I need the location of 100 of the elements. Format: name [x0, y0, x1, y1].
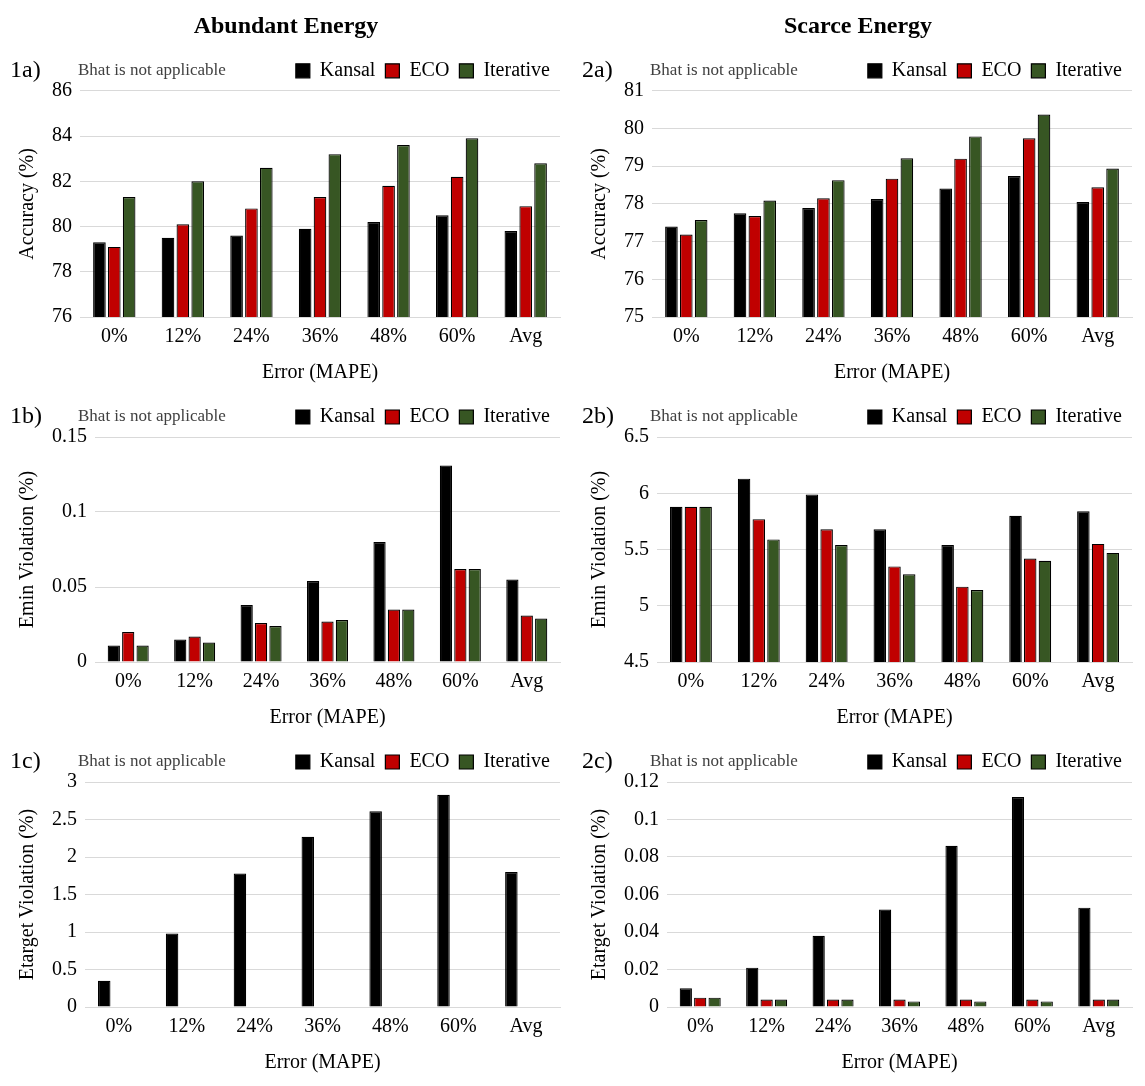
- text: Bhat is not applicable: [650, 406, 798, 426]
- x-tick-label: 60%: [438, 324, 476, 347]
- legend-label: ECO: [981, 58, 1022, 81]
- y-tick-label: 0.05: [52, 574, 87, 597]
- y-tick-label: 75: [624, 304, 644, 327]
- legend-label: Iterative: [483, 58, 551, 81]
- x-tick-label: 48%: [944, 669, 981, 692]
- x-tick-label: 48%: [947, 1014, 985, 1037]
- y-tick-label: 6.5: [624, 424, 649, 447]
- x-tick-label: 12%: [176, 669, 213, 692]
- legend-label: Kansal: [319, 404, 376, 427]
- x-tick-label: 0%: [105, 1014, 133, 1037]
- y-tick-label: 81: [624, 78, 644, 101]
- y-tick-label: 1.5: [52, 881, 77, 904]
- legend-label: Iterative: [483, 749, 551, 772]
- x-tick-label: Avg: [1081, 669, 1115, 693]
- y-tick-label: 86: [52, 78, 72, 101]
- x-tick-label: Avg: [1081, 324, 1115, 348]
- x-axis-title: Error (MAPE): [841, 1050, 958, 1074]
- x-tick-label: 0%: [686, 1014, 714, 1037]
- y-axis-title: Etarget Violation (%): [15, 808, 39, 981]
- x-tick-label: 48%: [375, 669, 413, 692]
- legend-label: Kansal: [891, 749, 948, 772]
- x-tick-label: 0%: [114, 669, 142, 692]
- legend-label: Iterative: [1055, 58, 1123, 81]
- y-axis-title: Emin Violation (%): [15, 470, 39, 629]
- y-tick-label: 0.08: [624, 844, 659, 867]
- y-tick-label: 80: [624, 115, 644, 138]
- text: 2a): [582, 56, 613, 83]
- text: Bhat is not applicable: [78, 751, 226, 771]
- x-tick-label: 36%: [304, 1014, 341, 1037]
- y-tick-label: 0.12: [624, 769, 659, 792]
- y-tick-label: 0.15: [52, 424, 87, 447]
- y-tick-label: 76: [52, 304, 72, 327]
- y-axis-title: Emin Violation (%): [587, 470, 611, 629]
- text: Bhat is not applicable: [78, 60, 226, 80]
- text: 2c): [582, 747, 613, 774]
- y-tick-label: 0.04: [624, 919, 659, 942]
- x-tick-label: 60%: [442, 669, 479, 692]
- x-axis-title: Error (MAPE): [836, 705, 953, 729]
- legend-label: Kansal: [319, 749, 376, 772]
- x-tick-label: Avg: [510, 669, 544, 693]
- y-tick-label: 5: [639, 593, 649, 615]
- text: Bhat is not applicable: [650, 751, 798, 771]
- legend-label: ECO: [409, 58, 450, 81]
- y-tick-label: 3: [67, 769, 77, 792]
- x-tick-label: Avg: [1082, 1014, 1116, 1038]
- x-tick-label: 12%: [164, 324, 202, 347]
- x-axis-title: Error (MAPE): [261, 360, 379, 384]
- x-axis-title: Error (MAPE): [264, 1050, 381, 1074]
- x-tick-label: 60%: [1010, 324, 1048, 347]
- legend-label: Iterative: [1055, 404, 1123, 427]
- legend-label: Kansal: [891, 404, 948, 427]
- y-tick-label: 0.06: [624, 881, 659, 904]
- y-tick-label: 0.02: [624, 956, 659, 979]
- text: 1a): [10, 56, 41, 83]
- x-tick-label: 12%: [736, 324, 774, 347]
- x-axis-title: Error (MAPE): [269, 705, 386, 729]
- x-tick-label: Avg: [509, 1014, 543, 1038]
- x-tick-label: 24%: [233, 324, 270, 347]
- x-tick-label: 36%: [309, 669, 346, 692]
- y-tick-label: 0: [67, 994, 77, 1017]
- x-tick-label: 24%: [242, 669, 280, 692]
- legend-label: Iterative: [1055, 749, 1123, 772]
- y-tick-label: 0: [649, 994, 659, 1017]
- text: 1b): [10, 402, 42, 429]
- y-tick-label: 2: [67, 844, 77, 867]
- y-tick-label: 76: [624, 266, 644, 289]
- y-tick-label: 5.5: [624, 536, 649, 559]
- x-axis-title: Error (MAPE): [833, 360, 951, 384]
- y-tick-label: 84: [52, 123, 72, 146]
- legend-label: Kansal: [319, 58, 376, 81]
- legend-label: ECO: [981, 404, 1022, 427]
- x-tick-label: 12%: [740, 669, 778, 692]
- legend-label: Kansal: [891, 58, 948, 81]
- x-tick-label: 0%: [100, 324, 128, 347]
- y-tick-label: 82: [52, 168, 72, 191]
- x-tick-label: 0%: [672, 324, 700, 347]
- x-tick-label: 60%: [439, 1014, 477, 1037]
- legend-label: Iterative: [483, 404, 551, 427]
- text: Bhat is not applicable: [650, 60, 798, 80]
- y-tick-label: 78: [52, 259, 72, 282]
- chart-title: Scarce Energy: [783, 11, 933, 38]
- x-tick-label: 12%: [748, 1014, 785, 1037]
- y-tick-label: 6: [639, 480, 649, 503]
- y-tick-label: 77: [624, 228, 644, 251]
- x-tick-label: 60%: [1011, 669, 1049, 692]
- x-tick-label: 24%: [808, 669, 845, 692]
- legend-label: ECO: [409, 749, 450, 772]
- legend-label: ECO: [409, 404, 450, 427]
- y-tick-label: 0.1: [62, 499, 87, 522]
- y-tick-label: 4.5: [624, 649, 649, 672]
- x-tick-label: 36%: [873, 324, 911, 347]
- y-tick-label: 0: [77, 649, 87, 672]
- x-tick-label: 36%: [876, 669, 913, 692]
- y-tick-label: 79: [624, 153, 644, 176]
- text: Bhat is not applicable: [78, 406, 226, 426]
- x-tick-label: 48%: [372, 1014, 409, 1037]
- y-tick-label: 80: [52, 213, 72, 236]
- x-tick-label: 48%: [942, 324, 979, 347]
